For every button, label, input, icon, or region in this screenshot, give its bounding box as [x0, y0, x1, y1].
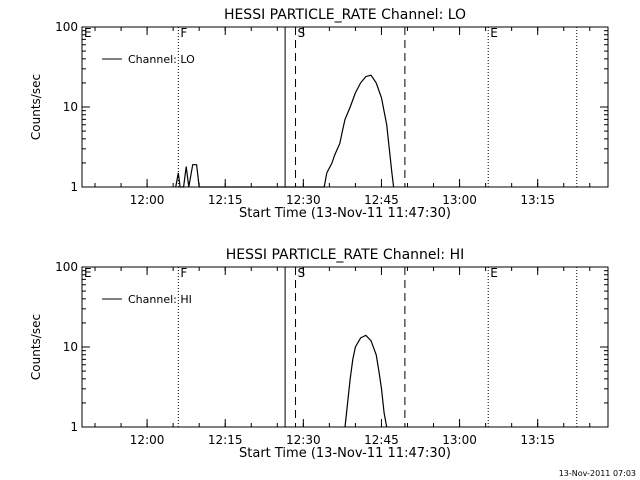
y-tick-label: 1 [70, 420, 78, 434]
x-tick-label: 12:15 [208, 193, 243, 207]
x-tick-label: 13:15 [520, 193, 555, 207]
x-tick-label: 12:45 [364, 433, 399, 447]
chart-panel-0: HESSI PARTICLE_RATE Channel: LO 1 10 100 12:… [29, 7, 609, 221]
legend-label: Channel: HI [128, 293, 192, 306]
event-marker-label: E [490, 26, 498, 40]
event-marker-label: E [490, 266, 498, 280]
x-axis-label: Start Time (13-Nov-11 11:47:30) [239, 206, 451, 221]
legend-label: Channel: LO [128, 53, 195, 66]
x-tick-label: 13:00 [442, 193, 477, 207]
chart-title: HESSI PARTICLE_RATE Channel: HI [226, 247, 464, 263]
x-tick-label: 13:15 [520, 433, 555, 447]
chart-title: HESSI PARTICLE_RATE Channel: LO [224, 7, 466, 23]
event-marker-label: S [298, 26, 306, 40]
event-marker-label: F [180, 266, 187, 280]
y-axis-label: Counts/sec [29, 74, 43, 140]
x-tick-label: 12:00 [130, 433, 165, 447]
x-tick-label: 12:45 [364, 193, 399, 207]
event-marker-label: E [84, 26, 92, 40]
x-tick-label: 12:30 [286, 193, 321, 207]
data-series-line [344, 334, 388, 428]
x-tick-label: 12:30 [286, 433, 321, 447]
event-marker-label: S [298, 266, 306, 280]
plot-frame [81, 266, 609, 428]
x-tick-label: 13:00 [442, 433, 477, 447]
x-tick-label: 12:00 [130, 193, 165, 207]
y-tick-label: 100 [55, 260, 78, 274]
y-tick-label: 10 [63, 100, 78, 114]
y-tick-label: 100 [55, 20, 78, 34]
chart-panel-1: HESSI PARTICLE_RATE Channel: HI 1 10 100 12:… [29, 247, 609, 461]
x-axis-label: Start Time (13-Nov-11 11:47:30) [239, 446, 451, 461]
footer-timestamp: 13-Nov-2011 07:03 [558, 469, 636, 478]
x-tick-label: 12:15 [208, 433, 243, 447]
y-tick-label: 1 [70, 180, 78, 194]
event-marker-label: E [84, 266, 92, 280]
data-series-line [175, 74, 395, 188]
y-tick-label: 10 [63, 340, 78, 354]
plot-frame [81, 26, 609, 188]
y-axis-label: Counts/sec [29, 314, 43, 380]
event-marker-label: F [180, 26, 187, 40]
